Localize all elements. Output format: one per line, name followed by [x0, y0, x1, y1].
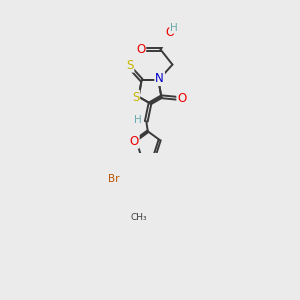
Text: S: S: [126, 59, 134, 72]
Text: O: O: [136, 43, 145, 56]
Text: CH₃: CH₃: [130, 213, 147, 222]
Text: O: O: [177, 92, 187, 105]
Text: Br: Br: [108, 175, 120, 184]
Text: O: O: [165, 26, 175, 39]
Text: H: H: [134, 115, 142, 125]
Text: H: H: [170, 23, 178, 33]
Text: O: O: [130, 135, 139, 148]
Text: N: N: [155, 72, 164, 85]
Text: S: S: [132, 91, 139, 104]
